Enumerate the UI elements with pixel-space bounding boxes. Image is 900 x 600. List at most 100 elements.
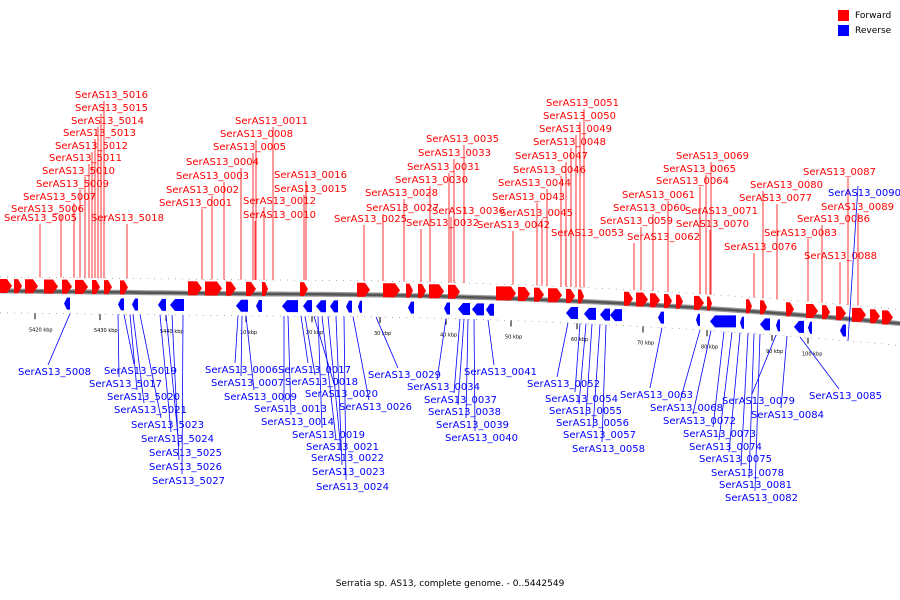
legend-reverse[interactable]: Reverse xyxy=(838,23,891,38)
reverse-leader-line xyxy=(780,335,788,409)
reverse-gene-label: SerAS13_0055 xyxy=(549,406,622,417)
forward-gene-arrow xyxy=(188,281,202,296)
forward-gene-arrow xyxy=(548,288,562,303)
reverse-gene-label: SerAS13_0072 xyxy=(663,416,736,427)
forward-gene-label: SerAS13_0031 xyxy=(407,162,480,173)
reverse-gene-arrow xyxy=(808,321,812,334)
forward-gene-label: SerAS13_0062 xyxy=(627,232,700,243)
reverse-leader-line xyxy=(751,335,777,395)
reverse-leader-line xyxy=(436,318,447,381)
forward-gene-arrow xyxy=(870,309,880,324)
reverse-gene-label: SerAS13_0078 xyxy=(711,468,784,479)
reverse-gene-label: SerAS13_0090 xyxy=(828,188,900,199)
reverse-gene-label: SerAS13_0038 xyxy=(428,407,501,418)
forward-gene-label: SerAS13_0083 xyxy=(764,228,837,239)
reverse-gene-arrow xyxy=(330,300,338,313)
forward-gene-arrow xyxy=(822,305,830,320)
forward-gene-label: SerAS13_0010 xyxy=(243,210,316,221)
forward-gene-arrow xyxy=(14,279,22,294)
reverse-leader-line xyxy=(132,314,145,404)
reverse-leader-line xyxy=(799,336,840,390)
forward-gene-label: SerAS13_0089 xyxy=(821,202,894,213)
forward-gene-label: SerAS13_0030 xyxy=(395,175,468,186)
reverse-gene-label: SerAS13_0039 xyxy=(436,420,509,431)
forward-gene-label: SerAS13_0044 xyxy=(498,178,571,189)
reverse-gene-label: SerAS13_0075 xyxy=(699,454,772,465)
reverse-gene-arrow xyxy=(64,297,70,310)
reverse-leader-line xyxy=(159,314,172,433)
reverse-gene-label: SerAS13_5023 xyxy=(131,420,204,431)
reverse-gene-label: SerAS13_0041 xyxy=(464,367,537,378)
reverse-gene-arrow xyxy=(358,300,362,313)
forward-gene-label: SerAS13_0076 xyxy=(724,242,797,253)
forward-gene-arrow xyxy=(694,295,704,310)
reverse-gene-label: SerAS13_0020 xyxy=(305,389,378,400)
forward-gene-label: SerAS13_0069 xyxy=(676,151,749,162)
scale-tick-label: 5420 kbp xyxy=(29,327,53,333)
legend-forward[interactable]: Forward xyxy=(838,8,891,23)
legend: Forward Reverse xyxy=(838,8,891,38)
reverse-leader-line xyxy=(47,313,71,366)
reverse-gene-arrow xyxy=(408,301,414,314)
forward-gene-label: SerAS13_5014 xyxy=(71,116,144,127)
reverse-gene-arrow xyxy=(444,302,450,315)
forward-gene-label: SerAS13_0080 xyxy=(750,180,823,191)
forward-gene-label: SerAS13_0032 xyxy=(406,218,479,229)
reverse-gene-label: SerAS13_0026 xyxy=(339,402,412,413)
forward-gene-arrow xyxy=(496,286,516,301)
forward-gene-label: SerAS13_0061 xyxy=(622,190,695,201)
forward-gene-label: SerAS13_0088 xyxy=(804,251,877,262)
forward-gene-arrow xyxy=(786,302,794,317)
reverse-gene-label: SerAS13_0074 xyxy=(689,442,762,453)
forward-gene-label: SerAS13_0071 xyxy=(685,206,758,217)
forward-gene-arrow xyxy=(534,287,544,302)
forward-gene-arrow xyxy=(25,279,38,294)
reverse-gene-label: SerAS13_0014 xyxy=(261,417,334,428)
reverse-leader-line xyxy=(465,319,469,419)
forward-gene-arrow xyxy=(246,281,256,296)
forward-gene-arrow xyxy=(836,306,846,321)
forward-gene-label: SerAS13_5013 xyxy=(63,128,136,139)
scale-tick-label: 20 kbp xyxy=(306,330,323,336)
reverse-gene-label: SerAS13_0022 xyxy=(311,453,384,464)
reverse-leader-line xyxy=(165,314,180,447)
reverse-leader-line xyxy=(375,316,399,369)
forward-gene-label: SerAS13_0016 xyxy=(274,170,347,181)
reverse-leader-line xyxy=(585,323,593,417)
forward-gene-label: SerAS13_0036 xyxy=(432,206,505,217)
forward-gene-arrow xyxy=(746,299,752,314)
reverse-gene-arrow xyxy=(610,309,622,322)
forward-gene-label: SerAS13_5011 xyxy=(49,153,122,164)
forward-gene-label: SerAS13_0008 xyxy=(220,129,293,140)
reverse-leader-line xyxy=(649,327,663,389)
reverse-gene-arrow xyxy=(158,298,166,311)
forward-gene-arrow xyxy=(92,280,100,295)
forward-gene-label: SerAS13_0064 xyxy=(656,176,729,187)
reverse-gene-arrow xyxy=(256,299,262,312)
reverse-gene-arrow xyxy=(170,299,184,312)
forward-gene-arrow xyxy=(205,281,222,296)
reverse-gene-label: SerAS13_0006 xyxy=(205,365,278,376)
reverse-gene-label: SerAS13_0040 xyxy=(445,433,518,444)
scale-tick-label: 70 kbp xyxy=(637,341,654,347)
reverse-leader-line xyxy=(240,315,243,377)
reverse-gene-label: SerAS13_5019 xyxy=(104,366,177,377)
reverse-gene-label: SerAS13_0056 xyxy=(556,418,629,429)
forward-gene-label: SerAS13_5005 xyxy=(4,213,77,224)
reverse-gene-label: SerAS13_0019 xyxy=(292,430,365,441)
forward-gene-label: SerAS13_0025 xyxy=(334,214,407,225)
caption: Serratia sp. AS13, complete genome. - 0.… xyxy=(335,579,565,589)
forward-gene-label: SerAS13_5007 xyxy=(23,192,96,203)
reverse-gene-label: SerAS13_0023 xyxy=(312,467,385,478)
reverse-gene-arrow xyxy=(316,300,326,313)
reverse-gene-arrow xyxy=(303,300,312,313)
reverse-gene-arrow xyxy=(696,313,700,326)
reverse-gene-label: SerAS13_5008 xyxy=(18,367,91,378)
reverse-gene-label: SerAS13_0007 xyxy=(211,378,284,389)
scale-tick-label: 80 kbp xyxy=(701,344,718,350)
reverse-gene-arrow xyxy=(346,300,352,313)
reverse-gene-label: SerAS13_0079 xyxy=(722,396,795,407)
reverse-gene-label: SerAS13_5025 xyxy=(149,448,222,459)
reverse-gene-arrow xyxy=(566,307,578,320)
reverse-gene-arrow xyxy=(118,298,124,311)
